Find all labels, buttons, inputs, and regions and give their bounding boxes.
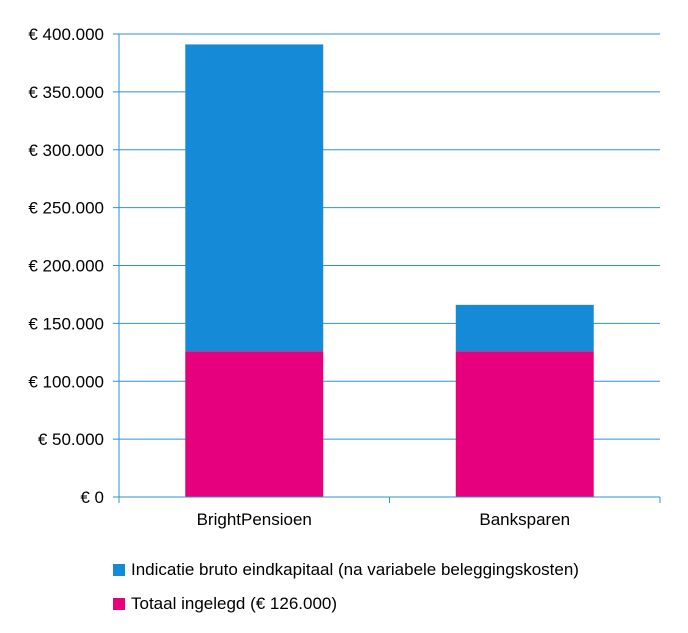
legend-label-ingelegd: Totaal ingelegd (€ 126.000) [131, 594, 338, 613]
y-tick-label: € 200.000 [28, 257, 104, 276]
legend-swatch-blue [113, 564, 125, 576]
y-tick-label: € 400.000 [28, 25, 104, 44]
bar-eindkapitaal [185, 44, 324, 352]
chart-legend: Indicatie bruto eindkapitaal (na variabe… [113, 553, 579, 621]
y-tick-label: € 150.000 [28, 314, 104, 333]
y-tick-label: € 350.000 [28, 83, 104, 102]
legend-item-ingelegd: Totaal ingelegd (€ 126.000) [113, 587, 579, 621]
y-tick-label: € 0 [80, 488, 104, 507]
stacked-bar-chart: € 0 € 50.000 € 100.000 € 150.000 € 200.000 € … [28, 25, 661, 529]
bar-ingelegd [185, 351, 324, 497]
y-tick-label: € 300.000 [28, 141, 104, 160]
legend-label-eindkapitaal: Indicatie bruto eindkapitaal (na variabe… [131, 560, 579, 579]
y-tick-label: € 50.000 [38, 430, 104, 449]
y-tick-label: € 250.000 [28, 199, 104, 218]
bar-eindkapitaal [455, 304, 594, 352]
x-category-label: BrightPensioen [197, 510, 312, 529]
legend-item-eindkapitaal: Indicatie bruto eindkapitaal (na variabe… [113, 553, 579, 587]
bar-ingelegd [455, 351, 594, 497]
legend-swatch-magenta [113, 598, 125, 610]
x-category-label: Banksparen [479, 510, 570, 529]
y-tick-label: € 100.000 [28, 372, 104, 391]
